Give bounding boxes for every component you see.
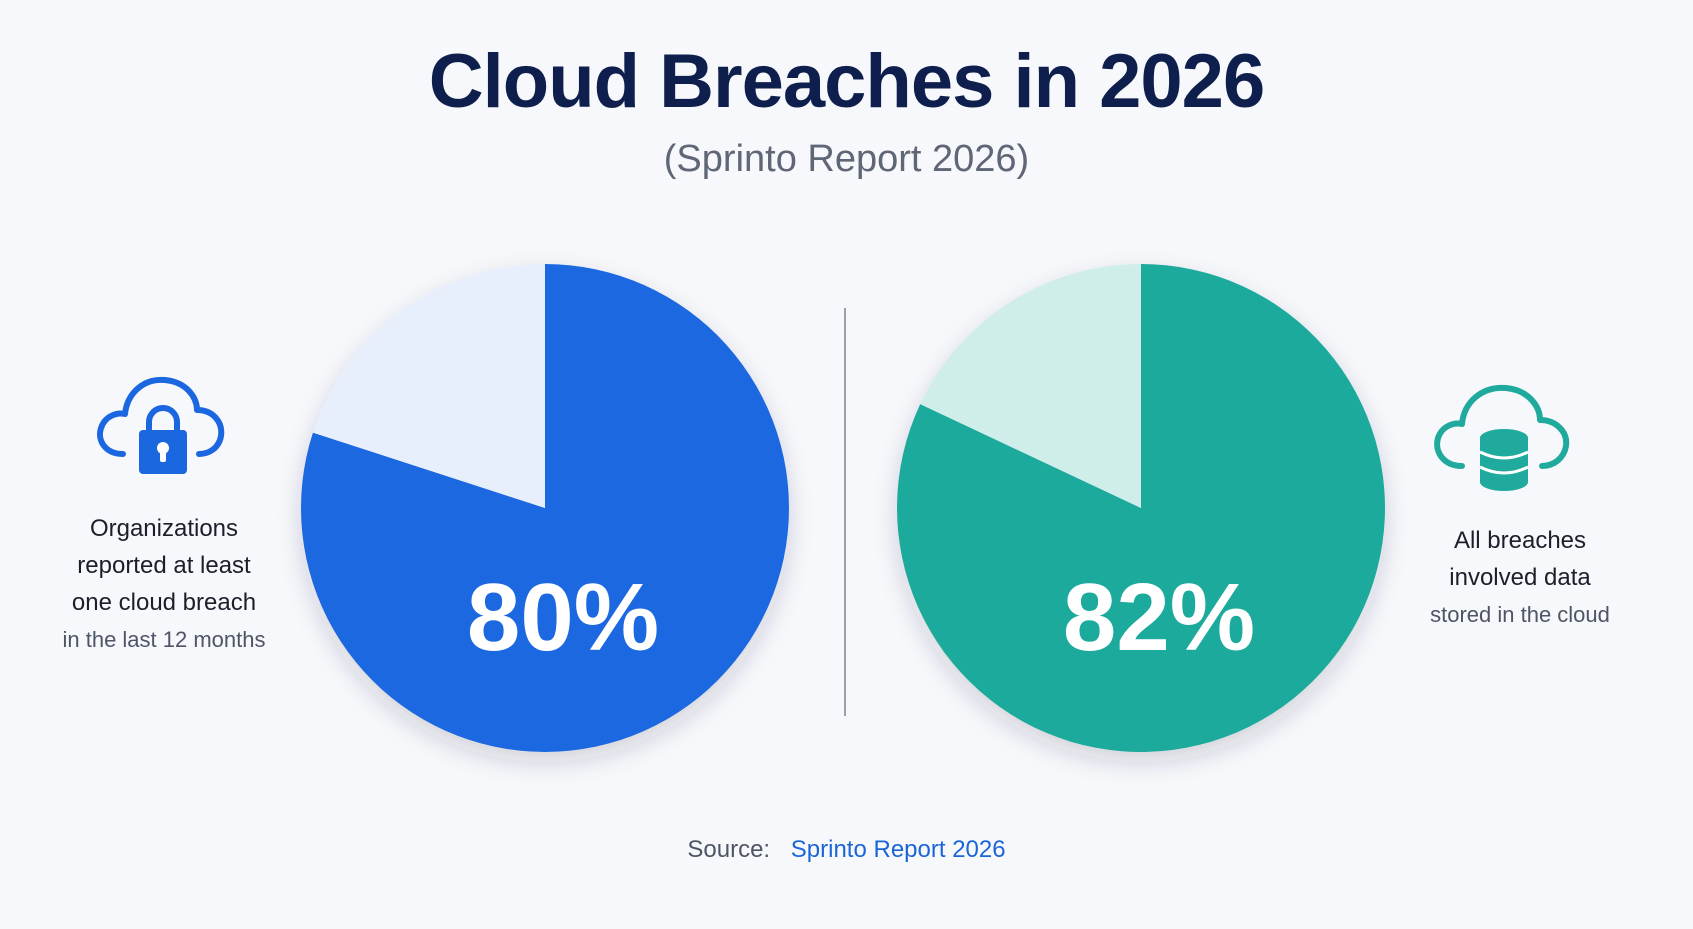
page-title: Cloud Breaches in 2026	[428, 39, 1265, 124]
source-footer: Source: Sprinto Report 2026	[0, 836, 1693, 864]
divider	[844, 308, 846, 716]
left-stat-note: in the last 12 months	[62, 627, 266, 652]
pie-chart-data-in-cloud: 82%	[897, 264, 1385, 753]
pie-slice-remainder	[312, 264, 545, 508]
source-link[interactable]: Sprinto Report 2026	[790, 836, 1006, 863]
cloud-lock-icon	[97, 376, 225, 474]
left-stat-line: Organizations	[89, 515, 239, 542]
right-stat-line: involved data	[1449, 564, 1591, 591]
right-stat-line: All breaches	[1453, 527, 1587, 554]
pie-slice-remainder	[920, 264, 1141, 508]
source-label: Source:	[687, 836, 771, 863]
left-stat-description: Organizations reported at least one clou…	[20, 510, 308, 658]
left-stat-line: one cloud breach	[71, 589, 257, 616]
left-stat-line: reported at least	[77, 552, 251, 579]
page-subtitle: (Sprinto Report 2026)	[663, 138, 1030, 180]
pie-slice-cloud-data	[897, 264, 1385, 753]
pie-value-label: 82%	[1063, 564, 1255, 671]
right-stat-note: stored in the cloud	[1430, 602, 1610, 627]
right-stat-description: All breaches involved data stored in the…	[1400, 522, 1640, 633]
pie-chart-organizations: 80%	[301, 264, 789, 752]
pie-value-label: 80%	[467, 564, 659, 671]
cloud-database-icon	[1434, 384, 1570, 491]
